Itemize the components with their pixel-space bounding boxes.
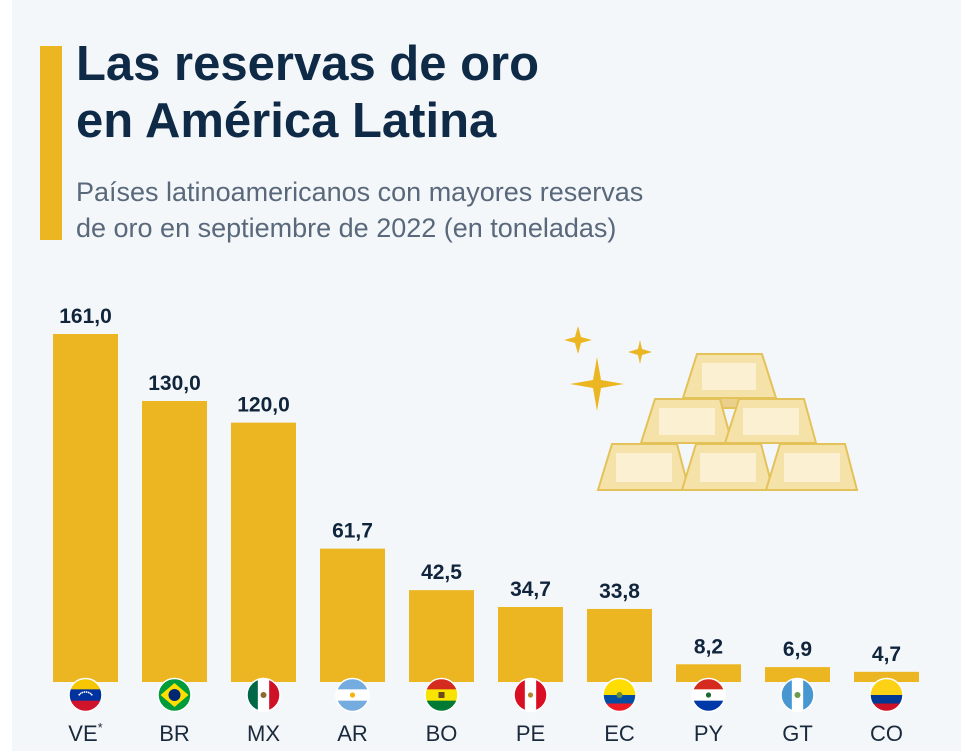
paraguay-flag-icon	[691, 677, 726, 713]
chart-title: Las reservas de oro en América Latina	[76, 36, 896, 150]
colombia-flag-icon	[869, 677, 904, 713]
bar-co	[854, 671, 919, 682]
bolivia-flag-icon	[424, 677, 459, 713]
bar-bo	[409, 590, 474, 682]
value-label-bo: 42,5	[421, 561, 462, 584]
bar-ec	[587, 608, 652, 682]
bar-ve	[53, 334, 118, 682]
category-label-bo: BO	[426, 721, 458, 746]
value-label-br: 130,0	[148, 372, 201, 395]
chart-subtitle: Países latinoamericanos con mayores rese…	[76, 174, 836, 246]
title-line-1: Las reservas de oro	[76, 37, 540, 91]
bar-pe	[498, 606, 563, 682]
gold-bars-stack-icon	[596, 353, 859, 491]
value-label-co: 4,7	[872, 643, 901, 666]
bar-gt	[765, 667, 830, 682]
bar-ar	[320, 548, 385, 682]
flags-layer	[68, 677, 904, 713]
mexico-flag-icon	[246, 677, 281, 713]
title-accent-bar	[40, 46, 62, 240]
category-label-mx: MX	[247, 721, 280, 746]
value-label-ec: 33,8	[599, 580, 640, 603]
category-label-gt: GT	[782, 721, 813, 746]
guatemala-flag-icon	[780, 677, 815, 713]
title-line-2: en América Latina	[76, 94, 497, 148]
value-labels-layer: 161,0 130,0 120,0 61,7 42,5 34,7 33,8 8,2 6,9 4,7	[59, 305, 901, 666]
peru-flag-icon	[513, 677, 548, 713]
bar-mx	[231, 422, 296, 682]
value-label-py: 8,2	[694, 635, 723, 658]
value-label-mx: 120,0	[237, 394, 290, 417]
category-label-co: CO	[870, 721, 903, 746]
category-label-pe: PE	[516, 721, 545, 746]
argentina-flag-icon	[335, 677, 370, 713]
subtitle-line-1: Países latinoamericanos con mayores rese…	[76, 177, 644, 207]
value-label-ar: 61,7	[332, 520, 373, 543]
category-label-br: BR	[159, 721, 190, 746]
bar-br	[142, 401, 207, 682]
venezuela-flag-icon	[68, 677, 103, 713]
bars-layer	[53, 334, 919, 682]
bar-py	[676, 664, 741, 682]
category-label-ve: VE*	[68, 720, 102, 746]
value-label-gt: 6,9	[783, 638, 812, 661]
ecuador-flag-icon	[602, 677, 637, 713]
category-label-ec: EC	[604, 721, 635, 746]
category-labels-layer: VE* BR MX AR BO PE EC PY GT CO	[68, 720, 903, 746]
category-label-py: PY	[694, 721, 724, 746]
subtitle-line-2: de oro en septiembre de 2022 (en tonelad…	[76, 213, 617, 243]
value-label-pe: 34,7	[510, 578, 551, 601]
brazil-flag-icon	[157, 677, 192, 713]
value-label-ve: 161,0	[59, 305, 112, 328]
category-label-ar: AR	[337, 721, 368, 746]
sparkle-icons	[564, 326, 652, 411]
